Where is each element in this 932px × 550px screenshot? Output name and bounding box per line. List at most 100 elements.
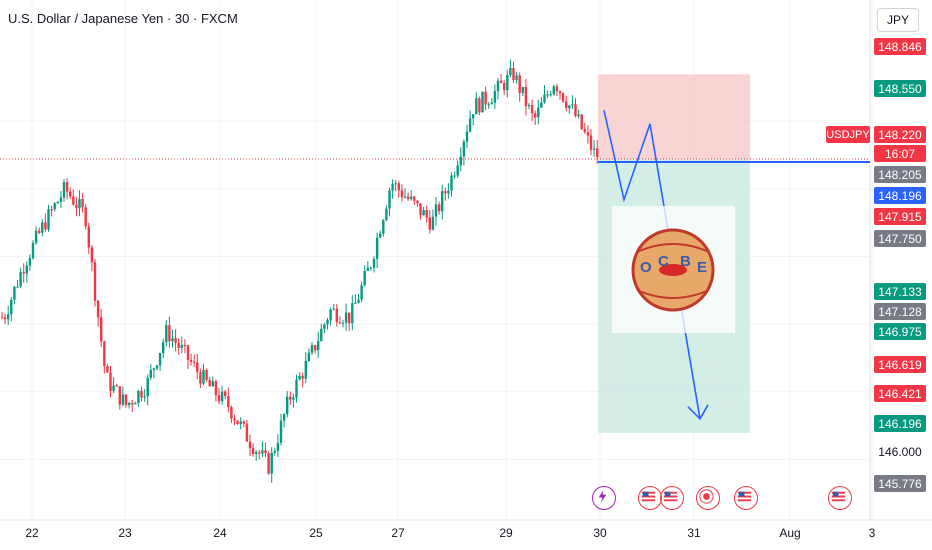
us-flag-icon[interactable] [660,486,684,510]
candle-body [220,391,224,402]
candle-body [425,210,428,218]
candle-body [391,184,394,191]
candle-body [354,302,357,304]
candle-body [555,86,559,92]
candle-body [363,271,366,286]
candle-body [242,421,245,424]
candle-body [441,191,444,212]
candle-body [552,86,555,95]
candle-body [38,230,41,233]
candle-body [521,86,524,94]
candle-body [211,381,214,387]
candle-body [537,107,540,118]
candle-body [596,148,599,157]
candle-body [583,128,586,133]
chart-title: U.S. Dollar / Japanese Yen · 30 · FXCM [8,11,238,26]
candle-body [419,203,422,216]
price-label: 148.220 [874,126,926,143]
candle-body [549,94,552,96]
candle-body [506,75,509,91]
candle-body [258,452,261,454]
candle-body [227,396,230,408]
candle-body [385,208,388,221]
candle-body [236,420,239,425]
candle-body [326,320,329,325]
currency-selector[interactable]: JPY [877,8,919,32]
candle-body [22,272,25,274]
candle-body [16,286,19,288]
logo-letter: O [640,259,652,276]
candle-body [50,209,53,211]
candle-body [301,375,304,379]
candle-body [214,381,218,396]
candle-body [496,80,500,92]
candle-body [403,196,407,198]
candle-body [205,370,208,381]
candle-body [546,94,549,96]
candle-body [180,345,183,348]
date-label: 29 [499,526,513,540]
candle-body [96,300,100,318]
candle-body [400,190,404,198]
candle-body [357,299,360,303]
candle-body [487,104,490,106]
price-label: 146.975 [874,323,926,340]
price-label: 146.619 [874,356,926,373]
price-label: 148.196 [874,187,926,204]
candle-body [320,328,323,342]
candle-body [174,338,177,344]
us-flag-icon[interactable] [734,486,758,510]
candle-body [534,113,537,118]
price-label: 16:07 [874,145,926,162]
candle-body [233,418,236,421]
candle-body [103,341,106,367]
candle-body [81,199,84,208]
candle-body [162,342,165,354]
candle-body [431,216,435,230]
candle-body [72,196,75,205]
ocbe-logo: O C B E [612,206,735,333]
jp-flag-icon[interactable] [696,486,720,510]
candle-body [255,452,258,455]
date-label: 31 [687,526,701,540]
candle-body [422,210,425,216]
candle-body [307,352,311,361]
candle-body [484,91,487,105]
candle-body [230,407,233,419]
candle-body [146,377,149,397]
us-flag-icon[interactable] [638,486,662,510]
candle-body [152,368,156,370]
candle-body [239,421,242,425]
candle-body [509,68,512,76]
candle-body [118,386,121,405]
candle-body [447,190,450,194]
price-label: 148.205 [874,166,926,183]
logo-letter: E [697,259,707,276]
candle-body [397,183,400,191]
candle-body [518,75,521,94]
date-label: 30 [593,526,607,540]
candle-body [410,196,413,199]
candle-body [282,414,286,421]
candle-body [140,390,143,398]
us-flag-icon[interactable] [828,486,852,510]
candle-body [524,86,528,107]
candle-body [348,312,351,324]
candle-body [168,325,171,342]
price-label: 146.000 [878,444,922,459]
candle-body [586,132,590,136]
candle-body [90,247,94,263]
candle-body [527,104,531,107]
candle-body [199,372,202,384]
price-label: 147.128 [874,303,926,320]
candle-body [304,360,307,379]
candle-body [270,452,273,474]
candle-body [143,396,146,398]
candle-body [106,366,109,373]
candle-body [264,450,267,454]
stop-loss-zone [598,74,750,160]
lightning-icon[interactable] [592,486,616,510]
candle-body [289,396,292,400]
candle-body [478,98,481,113]
